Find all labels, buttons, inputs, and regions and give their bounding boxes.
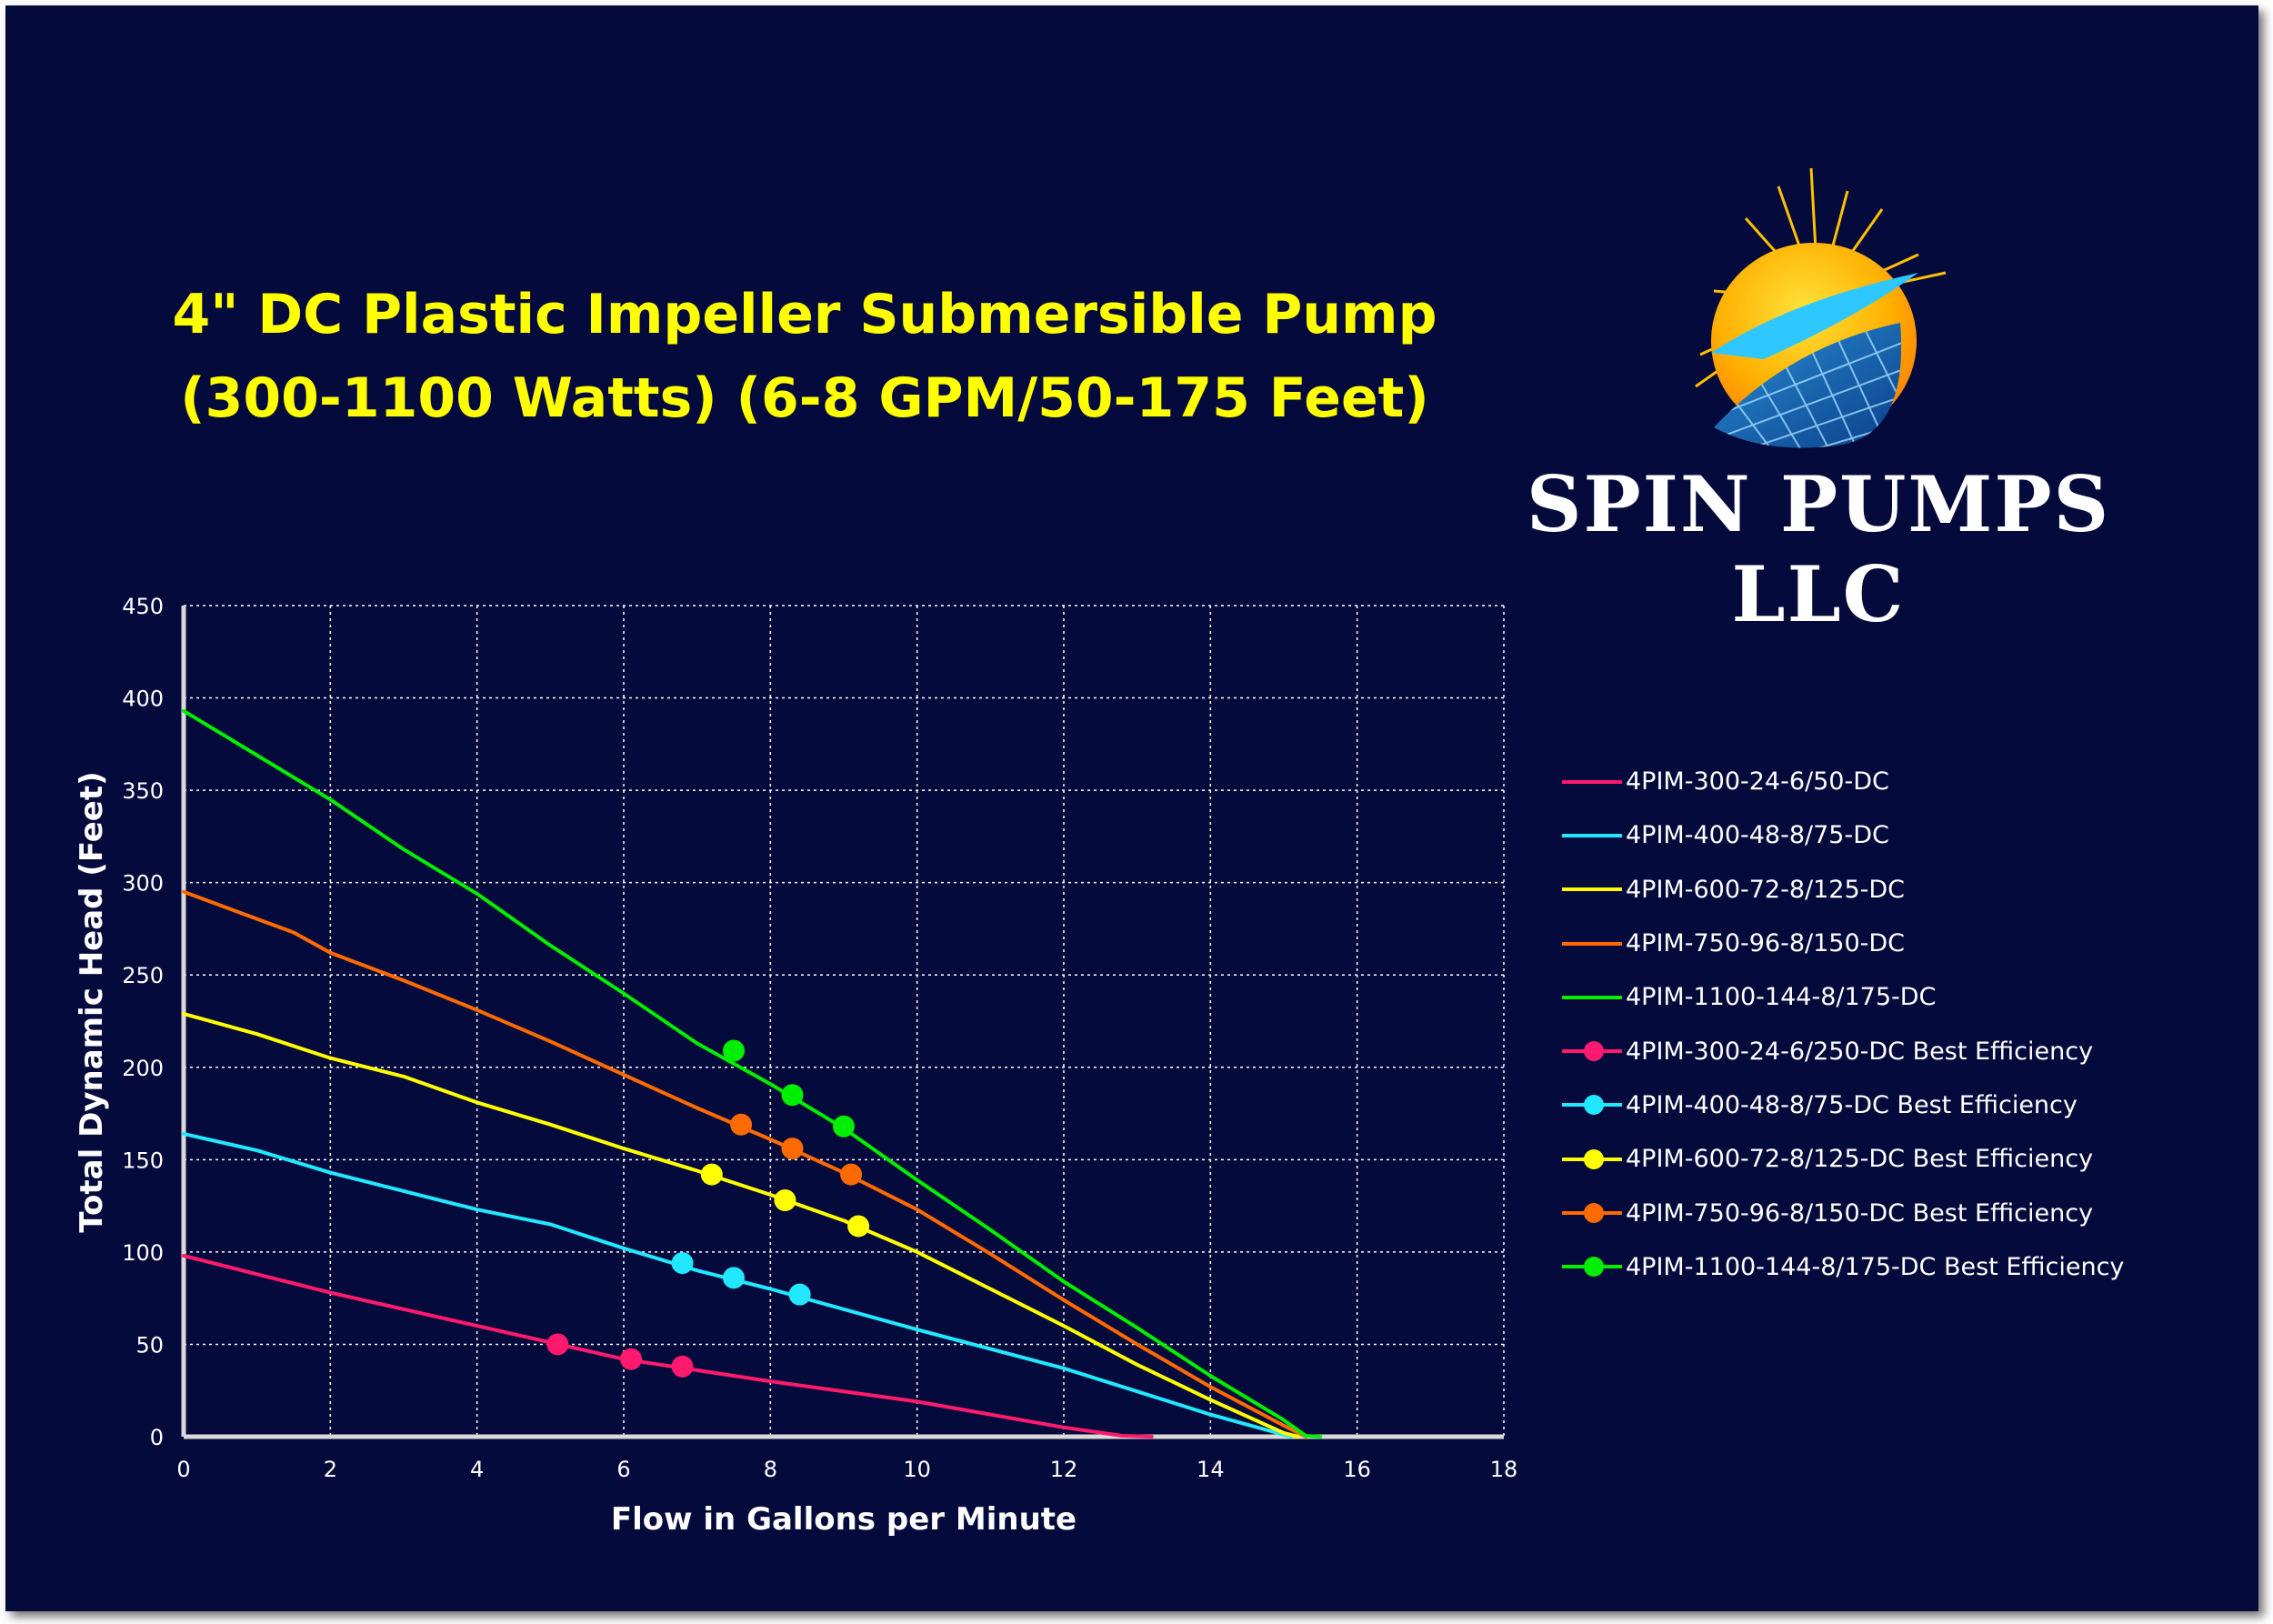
best-efficiency-point xyxy=(774,1189,796,1212)
best-efficiency-point xyxy=(620,1348,643,1370)
legend-label: 4PIM-1100-144-8/175-DC xyxy=(1626,983,1937,1012)
x-tick-label: 18 xyxy=(1490,1457,1518,1482)
brand-logo xyxy=(1491,164,2146,564)
x-tick-label: 10 xyxy=(903,1457,931,1482)
legend-marker xyxy=(1584,1257,1604,1278)
legend-swatch xyxy=(1562,995,1622,999)
series-line-3 xyxy=(182,1011,1301,1439)
legend-swatch xyxy=(1562,779,1622,784)
legend-item: 4PIM-400-48-8/75-DC xyxy=(1562,808,2124,862)
title-line-2: (300-1100 Watts) (6-8 GPM/50-175 Feet) xyxy=(180,366,1429,430)
best-efficiency-point xyxy=(546,1333,569,1356)
legend-label: 4PIM-750-96-8/150-DC xyxy=(1626,929,1906,958)
y-tick-label: 0 xyxy=(150,1425,164,1450)
y-tick-label: 300 xyxy=(122,871,164,897)
best-efficiency-point xyxy=(788,1283,811,1306)
y-tick-label: 100 xyxy=(122,1240,164,1266)
best-efficiency-point xyxy=(781,1138,804,1160)
legend-swatch xyxy=(1562,1257,1622,1278)
legend-label: 4PIM-600-72-8/125-DC xyxy=(1626,875,1906,904)
x-tick-label: 2 xyxy=(324,1457,337,1482)
legend-label: 4PIM-400-48-8/75-DC xyxy=(1626,821,1889,850)
x-tick-label: 6 xyxy=(616,1457,630,1482)
legend-item: 4PIM-300-24-6/250-DC Best Efficiency xyxy=(1562,1024,2124,1078)
legend-item: 4PIM-750-96-8/150-DC Best Efficiency xyxy=(1562,1186,2124,1239)
legend-label: 4PIM-750-96-8/150-DC Best Efficiency xyxy=(1626,1198,2094,1228)
series-line-1 xyxy=(182,1254,1154,1439)
legend-swatch xyxy=(1562,1095,1622,1116)
best-efficiency-point xyxy=(723,1039,745,1062)
legend-marker xyxy=(1584,1203,1604,1224)
x-tick-label: 4 xyxy=(470,1457,484,1482)
chart-legend: 4PIM-300-24-6/50-DC 4PIM-400-48-8/75-DC 4P… xyxy=(1562,755,2124,1294)
best-efficiency-point xyxy=(840,1163,863,1186)
best-efficiency-markers xyxy=(546,1039,870,1378)
legend-label: 4PIM-300-24-6/50-DC xyxy=(1626,767,1889,797)
best-efficiency-point xyxy=(671,1252,694,1275)
y-tick-label: 350 xyxy=(122,778,164,804)
series-line-4 xyxy=(182,889,1308,1439)
y-tick-label: 200 xyxy=(122,1056,164,1081)
legend-label: 4PIM-300-24-6/250-DC Best Efficiency xyxy=(1626,1037,2094,1066)
x-tick-labels: 0 2 4 6 8 10 12 14 16 18 xyxy=(176,1457,1517,1482)
legend-item: 4PIM-600-72-8/125-DC xyxy=(1562,863,2124,917)
legend-item: 4PIM-400-48-8/75-DC Best Efficiency xyxy=(1562,1078,2124,1132)
sun-solar-panel-logo-icon xyxy=(1695,167,1947,448)
best-efficiency-point xyxy=(671,1355,694,1378)
axes xyxy=(181,606,1504,1439)
legend-swatch xyxy=(1562,1148,1622,1169)
legend-marker xyxy=(1584,1041,1604,1062)
x-axis-label: Flow in Gallons per Minute xyxy=(611,1501,1076,1538)
legend-swatch xyxy=(1562,1203,1622,1224)
legend-item: 4PIM-1100-144-8/175-DC Best Efficiency xyxy=(1562,1240,2124,1294)
y-tick-labels: 0 50 100 150 200 250 300 350 400 450 xyxy=(122,594,164,1450)
y-tick-label: 150 xyxy=(122,1148,164,1173)
y-axis-label: Total Dynamic Head (Feet) xyxy=(74,771,110,1232)
legend-swatch xyxy=(1562,833,1622,837)
grid-lines xyxy=(184,605,1505,1437)
best-efficiency-point xyxy=(730,1113,753,1136)
legend-swatch xyxy=(1562,887,1622,892)
y-tick-label: 400 xyxy=(122,687,164,712)
legend-marker xyxy=(1584,1148,1604,1169)
y-tick-label: 250 xyxy=(122,963,164,988)
legend-label: 4PIM-400-48-8/75-DC Best Efficiency xyxy=(1626,1090,2078,1119)
best-efficiency-point xyxy=(847,1215,870,1238)
chart-title: 4" DC Plastic Impeller Submersible Pump … xyxy=(109,273,1500,440)
x-tick-label: 8 xyxy=(764,1457,777,1482)
legend-label: 4PIM-600-72-8/125-DC Best Efficiency xyxy=(1626,1145,2094,1174)
legend-item: 4PIM-750-96-8/150-DC xyxy=(1562,917,2124,970)
brand-name: SPIN PUMPS LLC xyxy=(1526,459,2111,639)
best-efficiency-point xyxy=(700,1163,723,1186)
x-tick-label: 16 xyxy=(1343,1457,1371,1482)
x-tick-label: 12 xyxy=(1050,1457,1078,1482)
legend-label: 4PIM-1100-144-8/175-DC Best Efficiency xyxy=(1626,1252,2125,1281)
x-tick-label: 0 xyxy=(176,1457,190,1482)
legend-item: 4PIM-600-72-8/125-DC Best Efficiency xyxy=(1562,1132,2124,1186)
x-tick-label: 14 xyxy=(1197,1457,1225,1482)
title-line-1: 4" DC Plastic Impeller Submersible Pump xyxy=(172,283,1437,346)
best-efficiency-point xyxy=(781,1084,804,1107)
series-line-2 xyxy=(182,1131,1294,1439)
series-line-5 xyxy=(182,708,1323,1439)
y-tick-label: 50 xyxy=(135,1332,164,1358)
legend-swatch xyxy=(1562,941,1622,946)
legend-swatch xyxy=(1562,1041,1622,1062)
y-tick-label: 450 xyxy=(122,594,164,619)
series-lines xyxy=(182,708,1323,1439)
legend-marker xyxy=(1584,1095,1604,1116)
legend-item: 4PIM-300-24-6/50-DC xyxy=(1562,755,2124,808)
best-efficiency-point xyxy=(833,1115,855,1138)
legend-item: 4PIM-1100-144-8/175-DC xyxy=(1562,970,2124,1024)
best-efficiency-point xyxy=(723,1267,745,1289)
